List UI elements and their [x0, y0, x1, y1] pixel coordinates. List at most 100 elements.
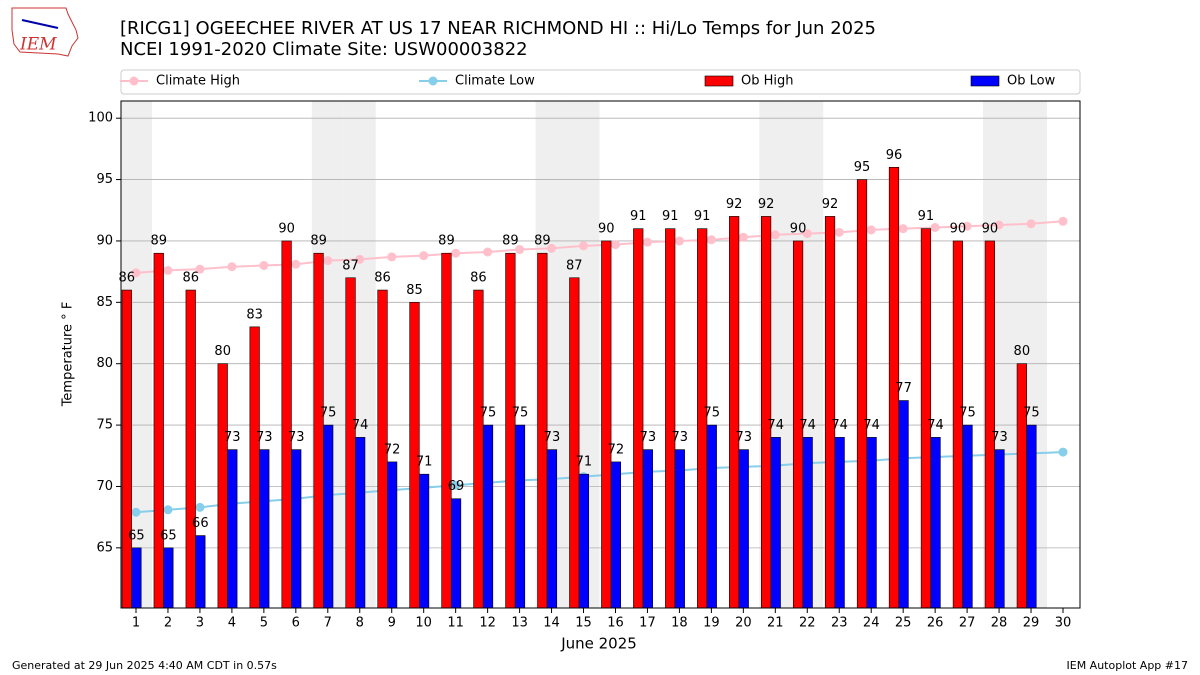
point — [994, 220, 1004, 230]
point — [131, 507, 141, 517]
point — [1058, 216, 1068, 226]
logo: IEM — [11, 7, 79, 57]
data-label: 69 — [448, 479, 465, 494]
bar — [569, 277, 580, 609]
data-label: 90 — [982, 221, 999, 236]
bar — [482, 424, 494, 609]
data-label: 73 — [640, 430, 657, 445]
point — [866, 225, 876, 235]
plot-frame — [120, 100, 1081, 609]
point — [930, 222, 940, 232]
data-label: 91 — [694, 209, 711, 224]
bar — [802, 437, 813, 609]
bar — [633, 228, 644, 609]
bar — [665, 228, 676, 609]
chart-subtitle: NCEI 1991-2020 Climate Site: USW00003822 — [120, 39, 528, 60]
point — [195, 264, 205, 274]
data-label: 75 — [959, 406, 976, 421]
data-label: 80 — [214, 344, 231, 359]
bar — [323, 424, 334, 609]
point — [674, 236, 684, 246]
x-tick-label: 30 — [1055, 616, 1072, 631]
data-label: 86 — [470, 271, 487, 286]
point — [579, 241, 589, 251]
x-tick-label: 10 — [415, 616, 432, 631]
bar — [514, 424, 526, 609]
bar — [761, 216, 772, 609]
x-tick-label: 12 — [479, 616, 496, 631]
x-tick-label: 27 — [959, 616, 976, 631]
legend-swatch — [970, 75, 1000, 87]
bar — [473, 289, 484, 609]
data-label: 89 — [534, 234, 551, 249]
x-tick-label: 26 — [927, 616, 944, 631]
x-tick-label: 15 — [575, 616, 592, 631]
x-tick-label: 18 — [671, 616, 688, 631]
bar — [505, 252, 516, 609]
footer-left: Generated at 29 Jun 2025 4:40 AM CDT in … — [12, 659, 277, 672]
bar — [642, 449, 653, 609]
legend-label: Ob Low — [1007, 74, 1056, 89]
bar — [355, 437, 366, 609]
y-tick-label: 75 — [96, 418, 113, 433]
bar — [834, 437, 845, 609]
point — [610, 240, 620, 250]
bar — [195, 535, 206, 609]
data-label: 89 — [438, 234, 455, 249]
legend-marker — [129, 76, 139, 86]
data-label: 74 — [767, 418, 784, 433]
x-tick-label: 8 — [356, 616, 364, 631]
x-tick-label: 11 — [447, 616, 464, 631]
bar — [866, 437, 877, 609]
data-label: 73 — [991, 430, 1008, 445]
point — [323, 256, 333, 266]
point — [195, 502, 205, 512]
bar — [1016, 363, 1027, 609]
bar — [856, 179, 868, 609]
x-tick-label: 13 — [511, 616, 528, 631]
data-label: 73 — [224, 430, 241, 445]
data-label: 89 — [502, 234, 519, 249]
point — [1058, 447, 1068, 457]
point — [355, 254, 365, 264]
data-label: 92 — [822, 197, 839, 212]
data-label: 73 — [672, 430, 689, 445]
bar — [121, 289, 132, 609]
point — [259, 260, 269, 270]
data-label: 73 — [288, 430, 305, 445]
x-tick-label: 9 — [388, 616, 396, 631]
bar — [729, 216, 740, 609]
data-label: 91 — [918, 209, 935, 224]
bar — [610, 461, 621, 609]
data-label: 86 — [182, 271, 199, 286]
logo-icon — [21, 19, 59, 29]
y-tick-label: 95 — [96, 172, 113, 187]
point — [1026, 219, 1036, 229]
x-tick-label: 16 — [607, 616, 624, 631]
bar — [994, 449, 1005, 609]
bar — [345, 277, 356, 609]
point — [419, 251, 429, 261]
point — [547, 243, 557, 253]
x-tick-label: 3 — [196, 616, 204, 631]
legend-label: Climate High — [156, 74, 240, 89]
y-tick-label: 85 — [96, 295, 113, 310]
x-tick-label: 4 — [228, 616, 236, 631]
bar — [601, 240, 612, 609]
point — [515, 245, 525, 255]
point — [291, 259, 301, 269]
data-label: 96 — [886, 148, 903, 163]
data-label: 72 — [608, 442, 625, 457]
x-tick-label: 20 — [735, 616, 752, 631]
data-label: 91 — [630, 209, 647, 224]
data-label: 90 — [790, 221, 807, 236]
bar — [259, 449, 270, 609]
point — [898, 224, 908, 234]
point — [483, 247, 493, 257]
bar — [770, 437, 781, 609]
chart-title: [RICG1] OGEECHEE RIVER AT US 17 NEAR RIC… — [120, 18, 876, 39]
x-tick-label: 25 — [895, 616, 912, 631]
data-label: 87 — [342, 258, 359, 273]
point — [642, 237, 652, 247]
x-tick-label: 1 — [132, 616, 140, 631]
